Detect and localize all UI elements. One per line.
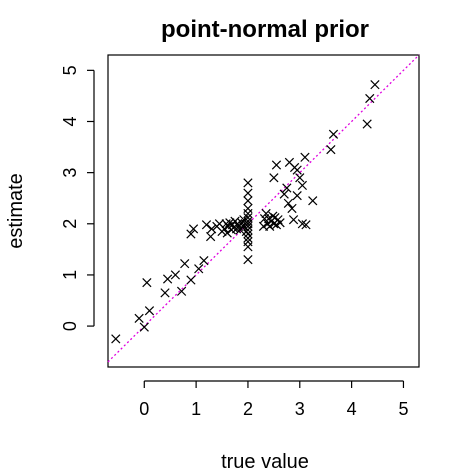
data-point [243, 196, 253, 206]
data-point [275, 218, 285, 228]
data-point [243, 178, 253, 188]
data-point [259, 214, 270, 224]
x-tick-label: 5 [398, 399, 408, 419]
data-point [180, 259, 190, 269]
data-point [243, 188, 253, 198]
data-point [243, 203, 253, 214]
data-point [142, 277, 152, 288]
data-point [300, 152, 310, 162]
data-point [194, 264, 204, 274]
data-point [207, 224, 217, 234]
data-point [243, 233, 253, 243]
x-axis: 0 1 2 3 4 5 [139, 380, 408, 419]
x-tick-label: 0 [139, 399, 149, 419]
y-tick-label: 3 [60, 168, 80, 178]
data-point [162, 274, 173, 284]
data-point [365, 93, 375, 104]
data-point [370, 80, 380, 90]
y-tick-label: 0 [60, 321, 80, 331]
data-point [279, 189, 289, 199]
data-point [139, 322, 149, 332]
x-tick-label: 1 [191, 399, 201, 419]
x-tick-label: 4 [347, 399, 357, 419]
data-point [292, 191, 302, 201]
data-point [199, 255, 209, 266]
chart-title: point-normal prior [161, 16, 369, 43]
y-tick-label: 1 [60, 270, 80, 280]
y-tick-label: 2 [60, 219, 80, 229]
data-point [176, 286, 187, 296]
data-point [206, 231, 216, 242]
y-axis-label: estimate [5, 173, 27, 249]
y-tick-label: 5 [60, 65, 80, 75]
data-point [134, 313, 144, 324]
data-point [160, 288, 170, 298]
data-point [288, 215, 299, 225]
data-point [328, 129, 339, 139]
data-point [144, 306, 155, 316]
data-point [308, 196, 318, 206]
data-point [243, 254, 253, 265]
data-point [243, 229, 253, 239]
data-point [186, 229, 196, 239]
y-axis: 0 1 2 3 4 5 [60, 65, 95, 331]
y-tick-label: 4 [60, 116, 80, 126]
data-point [292, 165, 302, 175]
data-point [282, 183, 292, 193]
data-point [235, 225, 245, 235]
plot-frame [107, 54, 420, 368]
data-point [269, 173, 279, 183]
data-point [287, 203, 297, 214]
reference-line-layer [107, 54, 420, 363]
data-point [295, 173, 305, 183]
data-point [301, 220, 311, 230]
identity-reference-line [107, 54, 420, 363]
x-tick-label: 3 [295, 399, 305, 419]
points-layer [111, 80, 380, 344]
x-axis-label: true value [221, 451, 309, 473]
data-point [170, 270, 181, 280]
data-point [283, 198, 294, 208]
data-point [243, 216, 253, 226]
data-point [243, 237, 253, 247]
data-point [326, 144, 336, 155]
data-point [111, 334, 121, 344]
data-point [261, 208, 271, 219]
x-tick-label: 2 [243, 399, 253, 419]
data-point [362, 119, 372, 129]
data-point [186, 275, 196, 285]
data-point [297, 219, 307, 229]
data-point [201, 220, 212, 230]
data-point [271, 160, 282, 170]
data-point [188, 224, 199, 234]
data-point [243, 213, 253, 223]
data-point [297, 180, 307, 191]
